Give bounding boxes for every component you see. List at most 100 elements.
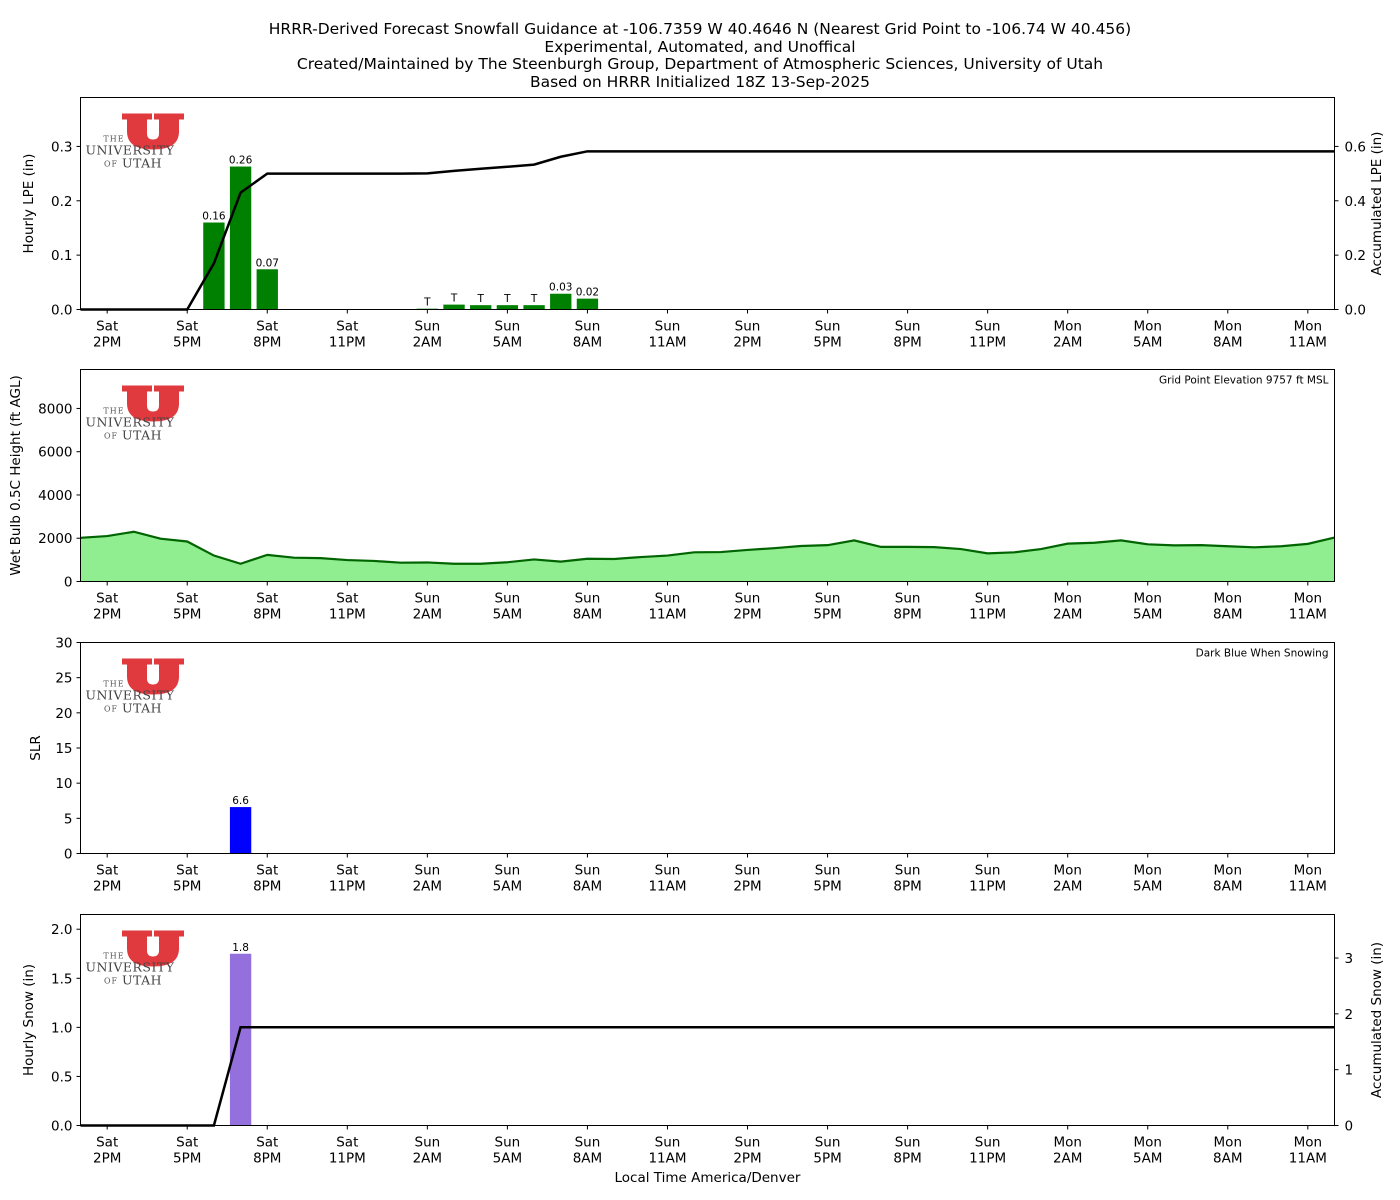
xtick-time-slr-1: 5PM bbox=[173, 879, 201, 895]
ytick-label-snow-1: 0.5 bbox=[51, 1069, 72, 1085]
xtick-day-snow-15: Mon bbox=[1294, 1135, 1322, 1151]
xtick-day-lpe-5: Sun bbox=[495, 319, 521, 335]
xtick-day-slr-0: Sat bbox=[96, 863, 118, 879]
xtick-day-snow-13: Mon bbox=[1133, 1135, 1161, 1151]
ytick-label-wetbulb-2: 4000 bbox=[38, 488, 72, 504]
xtick-day-wetbulb-9: Sun bbox=[815, 591, 841, 607]
panel-note-slr: Dark Blue When Snowing bbox=[1196, 648, 1329, 660]
bar-snow-0 bbox=[229, 953, 252, 1126]
xtick-day-snow-0: Sat bbox=[96, 1135, 118, 1151]
xtick-time-wetbulb-1: 5PM bbox=[173, 607, 201, 623]
xtick-time-wetbulb-9: 5PM bbox=[813, 607, 841, 623]
right-ytick-label-lpe-2: 0.4 bbox=[1345, 194, 1366, 210]
xtick-time-lpe-14: 8AM bbox=[1213, 335, 1242, 351]
xtick-time-slr-8: 2PM bbox=[733, 879, 761, 895]
xtick-time-wetbulb-4: 2AM bbox=[413, 607, 442, 623]
ytick-label-snow-2: 1.0 bbox=[51, 1020, 72, 1036]
right-ytick-label-snow-2: 2 bbox=[1345, 1007, 1354, 1023]
logo-text-of: OF bbox=[104, 977, 118, 986]
xtick-day-snow-8: Sun bbox=[735, 1135, 761, 1151]
ytick-label-slr-1: 5 bbox=[64, 811, 73, 827]
bar-lpe-6 bbox=[496, 305, 519, 310]
xtick-day-wetbulb-4: Sun bbox=[415, 591, 441, 607]
bar-label-lpe-6: T bbox=[503, 293, 511, 305]
chart-title: HRRR-Derived Forecast Snowfall Guidance … bbox=[0, 20, 1400, 91]
utah-u-icon bbox=[122, 385, 184, 422]
xtick-day-snow-9: Sun bbox=[815, 1135, 841, 1151]
xtick-day-lpe-14: Mon bbox=[1214, 319, 1242, 335]
logo-text-utah: UTAH bbox=[122, 973, 162, 988]
xtick-day-slr-4: Sun bbox=[415, 863, 441, 879]
plot-frame-snow bbox=[80, 914, 1335, 1126]
ylabel-slr: SLR bbox=[28, 735, 44, 760]
xtick-day-snow-6: Sun bbox=[575, 1135, 601, 1151]
xtick-time-snow-13: 5AM bbox=[1133, 1151, 1162, 1167]
bar-label-lpe-8: 0.03 bbox=[549, 282, 572, 294]
xtick-day-lpe-12: Mon bbox=[1053, 319, 1081, 335]
xtick-day-lpe-8: Sun bbox=[735, 319, 761, 335]
xtick-time-wetbulb-2: 8PM bbox=[253, 607, 281, 623]
logo-text-university: UNIVERSITY bbox=[85, 688, 174, 703]
ytick-label-slr-3: 15 bbox=[55, 741, 72, 757]
xtick-day-wetbulb-3: Sat bbox=[336, 591, 358, 607]
title-line-3: Created/Maintained by The Steenburgh Gro… bbox=[296, 55, 1104, 73]
xtick-time-slr-15: 11AM bbox=[1289, 879, 1327, 895]
xtick-time-snow-1: 5PM bbox=[173, 1151, 201, 1167]
title-line-1: HRRR-Derived Forecast Snowfall Guidance … bbox=[268, 20, 1132, 38]
ytick-label-wetbulb-3: 6000 bbox=[38, 445, 72, 461]
xtick-day-slr-9: Sun bbox=[815, 863, 841, 879]
panel-snow: 1.8 0 1 2 3 Accumulated Snow (in) 0.0 0.5 1.0 1.5… bbox=[21, 914, 1385, 1167]
bar-lpe-7 bbox=[523, 305, 545, 310]
wetbulb-area bbox=[80, 531, 1335, 582]
xtick-time-slr-2: 8PM bbox=[253, 879, 281, 895]
xtick-time-wetbulb-13: 5AM bbox=[1133, 607, 1162, 623]
logo-text-utah: UTAH bbox=[122, 428, 162, 443]
xtick-time-slr-10: 8PM bbox=[893, 879, 921, 895]
xtick-day-snow-1: Sat bbox=[176, 1135, 198, 1151]
xtick-day-wetbulb-0: Sat bbox=[96, 591, 118, 607]
bar-label-lpe-0: 0.16 bbox=[202, 211, 226, 223]
panel-wetbulb: 0 2000 4000 6000 8000 Wet Bulb 0.5C Height (f… bbox=[8, 369, 1335, 623]
plot-frame-lpe bbox=[80, 97, 1335, 310]
xtick-day-lpe-6: Sun bbox=[575, 319, 601, 335]
logo-text-of: OF bbox=[104, 432, 118, 441]
ytick-label-slr-4: 20 bbox=[55, 706, 72, 722]
xtick-time-lpe-13: 5AM bbox=[1133, 335, 1162, 351]
xtick-time-lpe-15: 11AM bbox=[1289, 335, 1327, 351]
right-ytick-label-lpe-3: 0.6 bbox=[1345, 139, 1366, 155]
xtick-time-snow-9: 5PM bbox=[813, 1151, 841, 1167]
bar-label-lpe-2: 0.07 bbox=[256, 257, 279, 269]
xtick-day-lpe-10: Sun bbox=[895, 319, 921, 335]
xtick-time-snow-12: 2AM bbox=[1053, 1151, 1082, 1167]
ytick-label-snow-4: 2.0 bbox=[51, 922, 72, 938]
bar-label-lpe-5: T bbox=[477, 293, 485, 305]
logo-text-utah: UTAH bbox=[122, 701, 162, 716]
xtick-time-wetbulb-14: 8AM bbox=[1213, 607, 1242, 623]
xtick-day-slr-8: Sun bbox=[735, 863, 761, 879]
logo-text-of: OF bbox=[104, 705, 118, 714]
xtick-day-lpe-11: Sun bbox=[975, 319, 1001, 335]
xtick-day-wetbulb-7: Sun bbox=[655, 591, 681, 607]
xtick-day-snow-14: Mon bbox=[1214, 1135, 1242, 1151]
xtick-time-snow-11: 11PM bbox=[969, 1151, 1006, 1167]
xtick-day-slr-12: Mon bbox=[1053, 863, 1081, 879]
xtick-day-lpe-9: Sun bbox=[815, 319, 841, 335]
xtick-time-slr-11: 11PM bbox=[969, 879, 1006, 895]
right-ytick-label-snow-1: 1 bbox=[1345, 1063, 1354, 1079]
right-ytick-label-snow-3: 3 bbox=[1345, 951, 1354, 967]
xtick-day-slr-7: Sun bbox=[655, 863, 681, 879]
xtick-day-snow-12: Mon bbox=[1053, 1135, 1081, 1151]
ylabel-wetbulb: Wet Bulb 0.5C Height (ft AGL) bbox=[8, 375, 24, 576]
utah-u-icon bbox=[122, 658, 184, 695]
bar-slr-0 bbox=[229, 807, 252, 854]
xtick-day-snow-5: Sun bbox=[495, 1135, 521, 1151]
xtick-day-snow-11: Sun bbox=[975, 1135, 1001, 1151]
xtick-time-snow-14: 8AM bbox=[1213, 1151, 1242, 1167]
ytick-label-wetbulb-1: 2000 bbox=[38, 531, 72, 547]
panel-note-wetbulb: Grid Point Elevation 9757 ft MSL bbox=[1159, 375, 1329, 387]
bar-label-lpe-4: T bbox=[450, 293, 458, 305]
xtick-day-snow-7: Sun bbox=[655, 1135, 681, 1151]
title-line-2: Experimental, Automated, and Unoffical bbox=[544, 37, 856, 56]
xtick-day-wetbulb-12: Mon bbox=[1053, 591, 1081, 607]
